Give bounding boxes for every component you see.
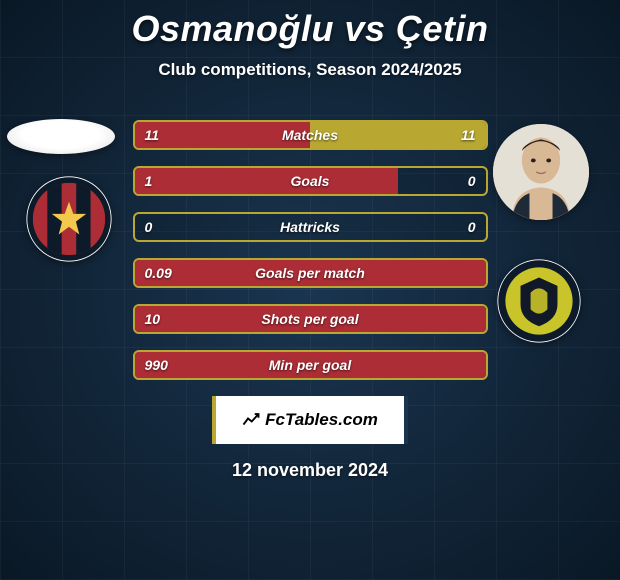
stat-row: 990Min per goal xyxy=(133,350,488,380)
stat-fill-left xyxy=(135,260,486,286)
player-right-avatar xyxy=(493,124,589,220)
player-right-portrait xyxy=(493,124,589,220)
stat-row: 10Shots per goal xyxy=(133,304,488,334)
stat-fill-left xyxy=(135,306,486,332)
page-title: Osmanoğlu vs Çetin xyxy=(0,8,620,50)
club-left-crest xyxy=(26,176,112,262)
club-right-crest xyxy=(497,259,581,343)
brand-text: FcTables.com xyxy=(265,410,378,430)
stat-label: Hattricks xyxy=(135,219,486,235)
stat-fill-left xyxy=(135,168,398,194)
brand-bar: FcTables.com xyxy=(212,396,408,444)
stat-value-left: 0 xyxy=(145,219,153,235)
player-left-avatar xyxy=(7,119,115,154)
stat-value-left: 0.09 xyxy=(145,265,172,281)
stat-fill-right xyxy=(310,122,486,148)
brand-accent-left xyxy=(212,396,216,444)
stat-row: 0.09Goals per match xyxy=(133,258,488,288)
stat-row: 11Matches11 xyxy=(133,120,488,150)
crest-left-svg xyxy=(26,176,112,262)
crest-right-svg xyxy=(497,259,581,343)
stat-value-left: 990 xyxy=(145,357,168,373)
stat-value-left: 1 xyxy=(145,173,153,189)
stat-value-left: 11 xyxy=(145,127,160,143)
content: Osmanoğlu vs Çetin Club competitions, Se… xyxy=(0,0,620,580)
stats-container: 11Matches111Goals00Hattricks00.09Goals p… xyxy=(133,120,488,380)
stat-fill-left xyxy=(135,122,311,148)
stat-fill-left xyxy=(135,352,486,378)
stat-value-left: 10 xyxy=(145,311,161,327)
stat-value-right: 11 xyxy=(461,127,476,143)
date-text: 12 november 2024 xyxy=(0,460,620,481)
page-subtitle: Club competitions, Season 2024/2025 xyxy=(0,60,620,80)
stat-value-right: 0 xyxy=(468,173,476,189)
brand-accent-right xyxy=(404,396,408,444)
stat-row: 1Goals0 xyxy=(133,166,488,196)
chart-icon xyxy=(242,411,260,429)
stat-value-right: 0 xyxy=(468,219,476,235)
stat-row: 0Hattricks0 xyxy=(133,212,488,242)
